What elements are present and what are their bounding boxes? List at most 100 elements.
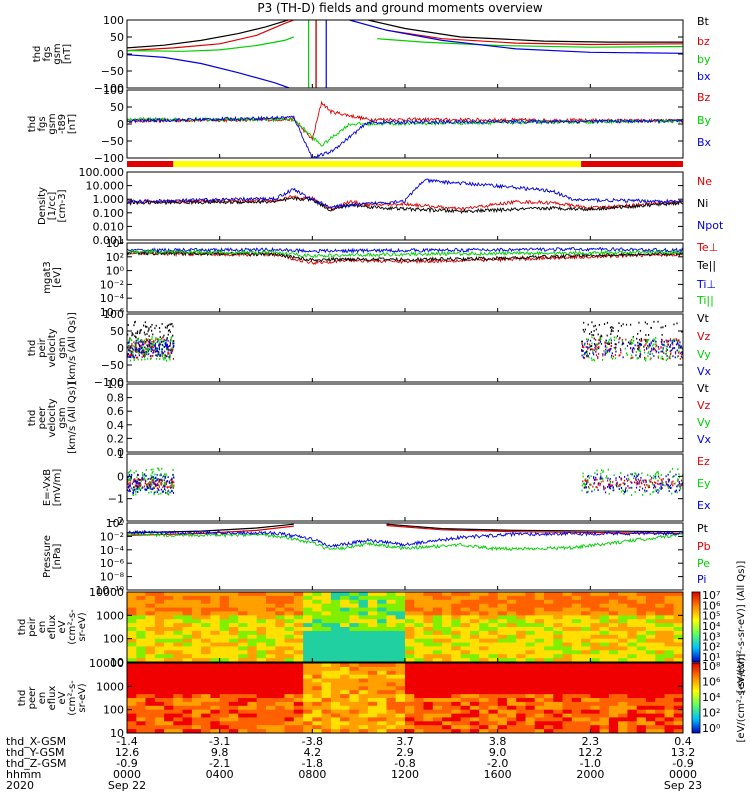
heatmap-cell [127,599,137,605]
heatmap-cell [618,603,628,609]
point-Ey [153,477,155,480]
heatmap-cell [405,725,415,730]
heatmap-cell [405,623,415,628]
heatmap-cell [553,705,564,711]
heatmap-cell [182,630,193,636]
heatmap-cell [414,615,425,620]
heatmap-cell [349,670,360,676]
heatmap-cell [164,595,174,601]
heatmap-cell [544,592,554,597]
point-Vz [637,346,640,349]
heatmap-cell [525,603,536,609]
heatmap-cell [127,638,137,644]
heatmap-cell [405,603,415,609]
series-bx [127,54,290,88]
point-Vz [171,350,174,352]
heatmap-cell [488,721,499,726]
heatmap-cell [414,603,425,609]
heatmap-cell [469,663,480,668]
point-Ey [128,479,130,482]
point-Vz [135,346,137,349]
point-Ez [165,483,168,486]
point-Ex [150,485,152,488]
heatmap-cell [460,725,471,730]
heatmap-cell [525,709,536,715]
heatmap-cell [636,690,647,695]
heatmap-cell [627,603,638,609]
heatmap-cell [664,705,675,711]
heatmap-cell [581,698,591,703]
point-Ex [680,483,682,486]
heatmap-cell [238,666,248,672]
heatmap-cell [562,650,573,655]
heatmap-cell [627,670,638,676]
y-axis-label: eV [57,620,68,633]
point-Ey [635,472,637,475]
y-tick-label: 100 [103,84,124,97]
point-Vy [590,357,593,360]
heatmap-cell [349,650,360,655]
heatmap-cell [219,650,230,655]
heatmap-cell [330,709,341,715]
point-Ez [148,485,150,488]
heatmap-cell [349,642,360,647]
heatmap-cell [293,658,304,662]
heatmap-cell [506,638,517,644]
heatmap-cell [145,650,156,655]
point-Vz [151,345,153,348]
heatmap-cell [423,721,434,726]
series-bz-tail [386,29,683,46]
y-axis-label: (cm²-s- [67,609,78,645]
heatmap-cell [497,701,508,707]
heatmap-cell [284,690,295,695]
point-Ez [672,480,674,483]
heatmap-cell [497,627,508,632]
point-Ex [618,488,620,490]
heatmap-cell [479,642,489,647]
point-Vz [169,343,171,346]
heatmap-cell [164,666,174,672]
heatmap-cell [367,595,378,601]
point-Ey [629,473,632,476]
heatmap-cell [553,638,564,644]
heatmap-cell [210,619,221,624]
heatmap-cell [191,666,202,672]
point-Vy [149,358,152,361]
heatmap-cell [145,690,156,695]
heatmap-cell [599,678,610,683]
heatmap-cell [303,721,313,726]
point-Ex [137,486,139,489]
point-Vy [147,348,150,351]
heatmap-cell [525,646,536,651]
point-Vt [671,349,673,352]
heatmap-cell [442,690,452,695]
point-Ey [152,477,155,480]
point-Vy [638,357,640,360]
heatmap-cell [525,705,536,711]
point-Ex [606,486,609,488]
colorbar [691,591,701,663]
point-Vx [639,342,641,345]
heatmap-cell [247,654,258,659]
heatmap-cell [349,658,360,662]
heatmap-cell [645,717,656,722]
heatmap-cell [164,607,174,612]
heatmap-cell [247,666,258,672]
heatmap-cell [506,627,517,632]
point-Ez [636,481,638,483]
heatmap-cell [479,725,489,730]
y-axis-label: velocity [47,398,58,437]
point-Vy [133,359,135,361]
heatmap-cell [562,713,573,718]
point-Vx [608,350,611,353]
heatmap-cell [534,682,545,687]
point-Vt [590,345,593,347]
point-Ez [153,481,155,484]
point-Vt [601,335,603,338]
point-Vy [165,359,168,362]
heatmap-cell [247,717,258,722]
heatmap-cell [516,642,526,647]
heatmap-cell [553,650,564,655]
heatmap-cell [145,599,156,605]
point-Ex [158,489,160,492]
